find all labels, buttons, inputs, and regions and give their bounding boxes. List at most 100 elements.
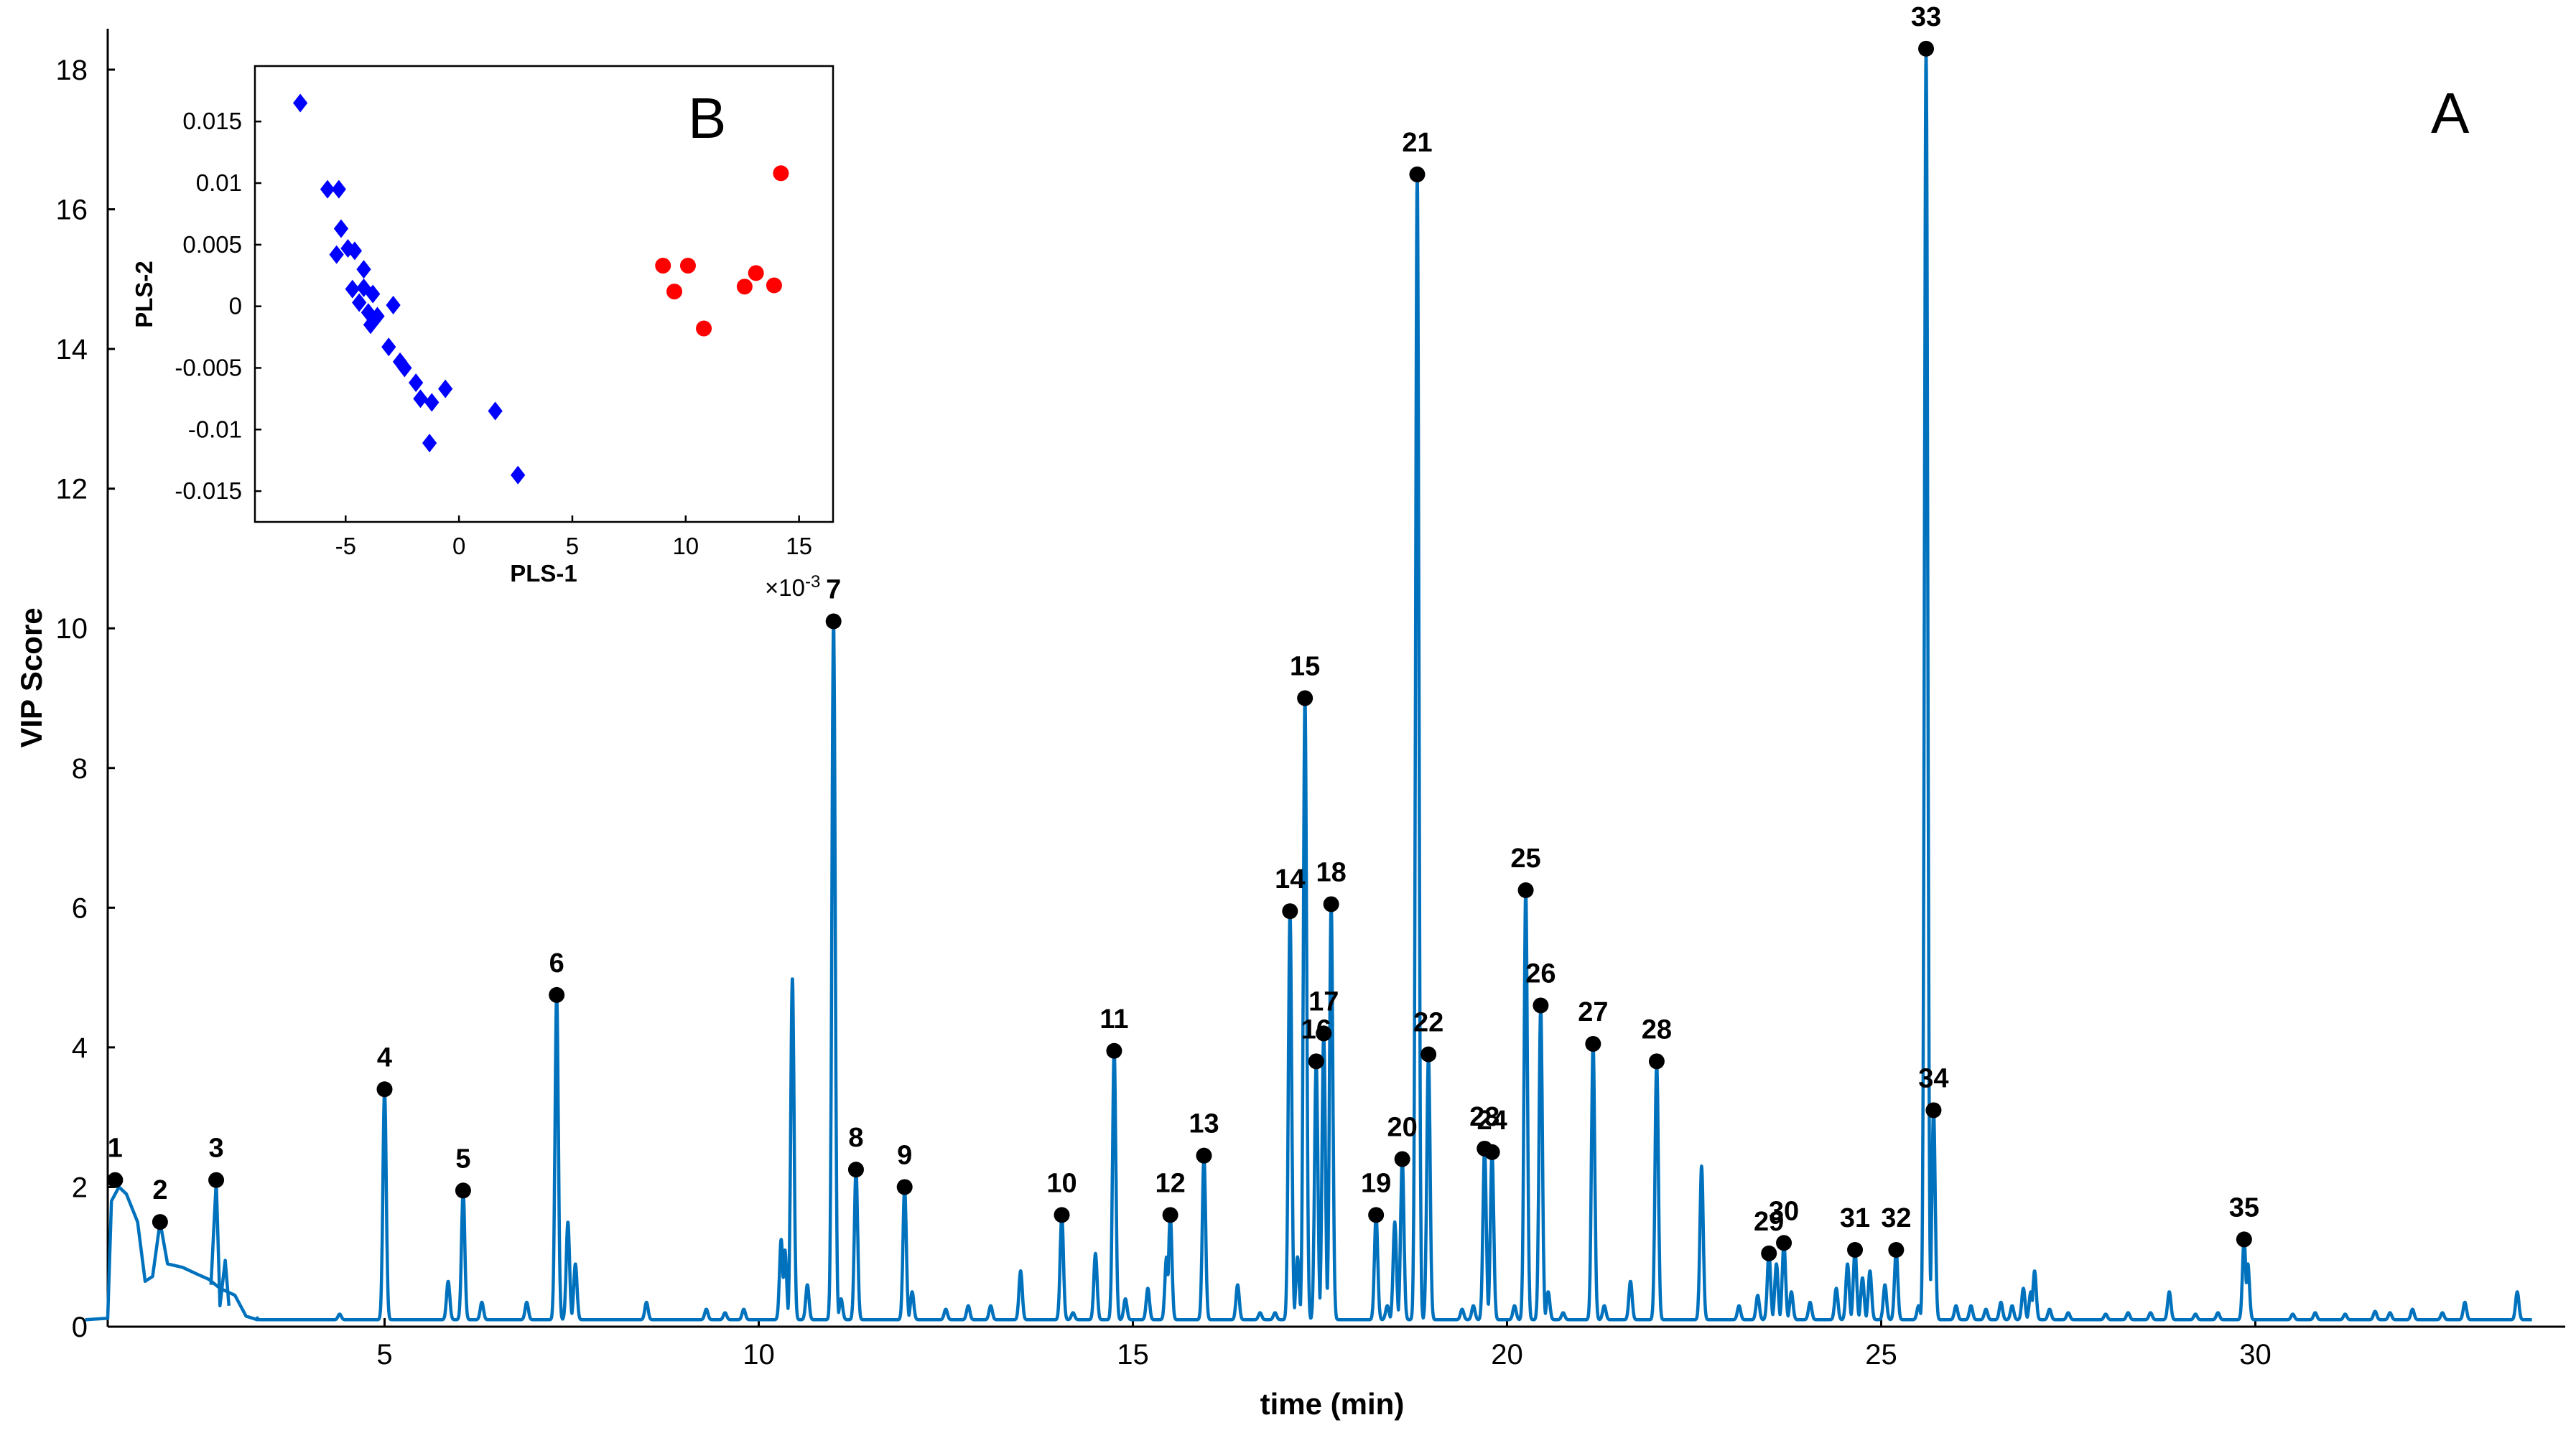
inset-y-tick-label: -0.01 bbox=[188, 416, 242, 442]
peak-label: 15 bbox=[1290, 652, 1320, 682]
peak-marker bbox=[1297, 690, 1313, 706]
inset-plot-b: -0.015 -0.01 -0.005 0 0.005 0.01 0.015 -5 0 5 10 1… bbox=[131, 65, 834, 601]
panel-label-a: A bbox=[2431, 81, 2470, 145]
peak-marker bbox=[1316, 1025, 1332, 1042]
inset-y-tick-label: 0.01 bbox=[196, 169, 242, 196]
peak-label: 2 bbox=[152, 1175, 167, 1205]
peak-marker bbox=[896, 1179, 913, 1195]
peak-label: 8 bbox=[848, 1123, 863, 1153]
inset-point-circle bbox=[679, 258, 696, 274]
inset-x-tick-label: 15 bbox=[786, 533, 812, 559]
y-tick-label: 12 bbox=[56, 474, 88, 505]
peak-marker bbox=[455, 1182, 471, 1199]
peak-label: 32 bbox=[1881, 1203, 1911, 1233]
peak-label: 19 bbox=[1361, 1168, 1391, 1198]
peak-label: 13 bbox=[1189, 1109, 1219, 1139]
peak-label: 17 bbox=[1308, 986, 1339, 1017]
main-y-axis-title: VIP Score bbox=[14, 607, 48, 747]
inset-x-tick-label: 0 bbox=[452, 533, 465, 559]
y-tick-label: 8 bbox=[72, 753, 88, 785]
inset-y-tick-label: 0 bbox=[229, 293, 242, 319]
y-tick-label: 2 bbox=[72, 1172, 88, 1203]
inset-point-diamond bbox=[347, 241, 363, 261]
inset-point-diamond bbox=[424, 393, 440, 412]
y-tick-label: 14 bbox=[56, 334, 88, 365]
peak-marker bbox=[825, 613, 842, 630]
peak-marker bbox=[1533, 997, 1549, 1014]
peak-label: 23 bbox=[1469, 1102, 1499, 1132]
inset-x-tick-label: 5 bbox=[566, 533, 579, 559]
inset-point-diamond bbox=[331, 179, 346, 199]
inset-point-diamond bbox=[366, 284, 381, 304]
peak-marker bbox=[376, 1081, 393, 1098]
inset-y-axis-title: PLS-2 bbox=[131, 261, 157, 328]
main-x-ticks: 5 10 15 20 25 30 bbox=[376, 1318, 2272, 1370]
peak-label: 25 bbox=[1510, 844, 1540, 874]
peak-marker bbox=[1106, 1042, 1122, 1059]
inset-x-tick-label: -5 bbox=[335, 533, 356, 559]
y-tick-label: 16 bbox=[56, 195, 88, 226]
inset-point-circle bbox=[773, 165, 789, 182]
inset-point-diamond bbox=[422, 434, 437, 453]
peak-marker bbox=[1517, 882, 1534, 899]
inset-x-multiplier: ×10-3 bbox=[765, 572, 820, 601]
x-tick-label: 5 bbox=[376, 1339, 392, 1370]
peak-label: 30 bbox=[1769, 1196, 1799, 1226]
inset-point-diamond bbox=[386, 295, 401, 314]
x-tick-label: 20 bbox=[1491, 1339, 1523, 1370]
peak-marker bbox=[208, 1172, 225, 1188]
inset-x-axis-title: PLS-1 bbox=[510, 560, 577, 587]
peak-label: 7 bbox=[826, 574, 841, 604]
peak-label: 34 bbox=[1918, 1063, 1948, 1093]
peak-marker bbox=[2236, 1231, 2252, 1248]
inset-point-diamond bbox=[356, 260, 371, 279]
inset-point-circle bbox=[766, 277, 782, 294]
peak-marker bbox=[1420, 1046, 1437, 1063]
panel-label-b: B bbox=[688, 86, 726, 150]
peak-label: 20 bbox=[1387, 1113, 1417, 1143]
inset-point-diamond bbox=[488, 401, 503, 421]
peak-label: 24 bbox=[1477, 1106, 1507, 1136]
peak-marker bbox=[1308, 1053, 1324, 1070]
peak-marker bbox=[1484, 1144, 1500, 1160]
inset-y-tick-label: 0.015 bbox=[182, 108, 242, 134]
peak-marker bbox=[1323, 896, 1339, 912]
peak-marker bbox=[1888, 1241, 1905, 1258]
y-tick-label: 0 bbox=[72, 1312, 88, 1343]
peak-marker bbox=[1054, 1207, 1070, 1223]
inset-point-diamond bbox=[329, 245, 344, 264]
inset-y-ticks: -0.015 -0.01 -0.005 0 0.005 0.01 0.015 bbox=[175, 108, 261, 504]
inset-point-circle bbox=[748, 265, 764, 281]
peak-label: 35 bbox=[2229, 1192, 2259, 1223]
inset-point-diamond bbox=[292, 93, 308, 113]
peak-label: 3 bbox=[208, 1134, 223, 1164]
x-tick-label: 25 bbox=[1865, 1339, 1897, 1370]
peak-label: 1 bbox=[108, 1134, 123, 1164]
x-tick-label: 30 bbox=[2239, 1339, 2272, 1370]
inset-point-circle bbox=[655, 258, 671, 274]
y-tick-label: 18 bbox=[56, 55, 88, 86]
peak-label: 33 bbox=[1911, 2, 1941, 32]
peak-label: 11 bbox=[1099, 1004, 1128, 1035]
peak-label: 27 bbox=[1578, 997, 1608, 1027]
inset-point-circle bbox=[666, 284, 683, 300]
peak-marker bbox=[1648, 1053, 1665, 1070]
peak-label: 21 bbox=[1402, 128, 1432, 158]
peak-label: 26 bbox=[1525, 959, 1556, 989]
peak-label: 5 bbox=[455, 1144, 470, 1174]
inset-point-diamond bbox=[352, 293, 367, 312]
peak-label: 29 bbox=[1754, 1207, 1784, 1237]
peak-marker bbox=[1918, 40, 1935, 57]
peak-marker bbox=[549, 986, 565, 1003]
inset-x-ticks: -5 0 5 10 15 bbox=[335, 515, 812, 559]
x-tick-label: 10 bbox=[743, 1339, 775, 1370]
inset-point-diamond bbox=[333, 219, 349, 238]
peak-marker bbox=[1196, 1147, 1212, 1164]
inset-point-diamond bbox=[363, 315, 378, 335]
peak-marker bbox=[1282, 903, 1298, 920]
peak-markers: 1234567891011121314151617181920212223242… bbox=[107, 2, 2259, 1261]
peak-marker bbox=[107, 1172, 124, 1188]
peak-label: 6 bbox=[549, 948, 564, 979]
inset-point-diamond bbox=[381, 337, 396, 357]
